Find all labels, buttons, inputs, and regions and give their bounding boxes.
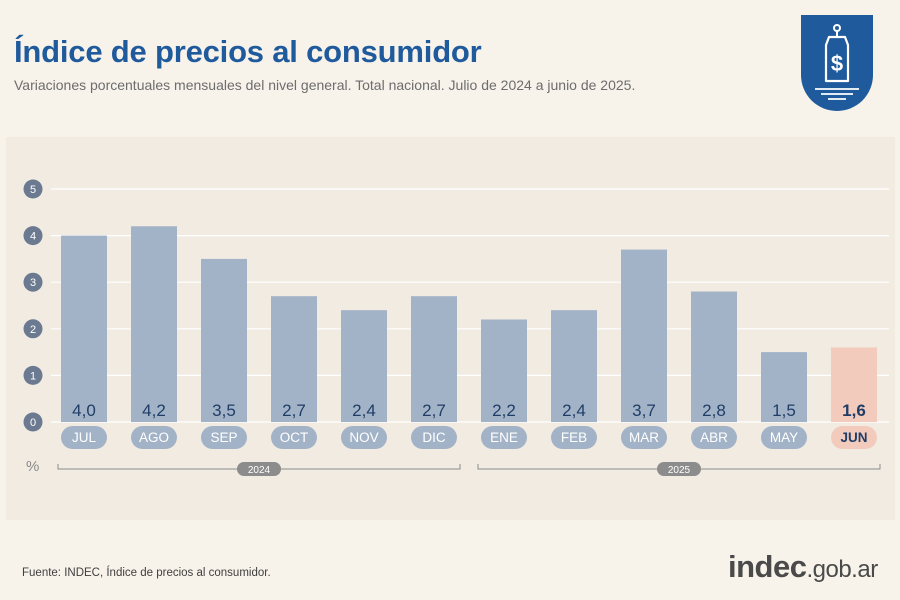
bar-value-label: 3,7	[632, 401, 656, 420]
month-pill	[271, 426, 317, 449]
bar-value-label: 2,2	[492, 401, 516, 420]
bar	[481, 319, 527, 422]
x-tick-label: NOV	[349, 430, 378, 445]
month-pill	[831, 426, 877, 449]
bar-value-label: 1,6	[842, 401, 866, 420]
price-tag-dollar-icon: $	[801, 15, 873, 111]
year-label: 2024	[248, 465, 271, 476]
bar-value-label: 2,4	[352, 401, 376, 420]
x-tick-label: SEP	[210, 430, 237, 445]
x-tick-label: MAY	[770, 430, 798, 445]
bar	[621, 249, 667, 422]
source-note: Fuente: INDEC, Índice de precios al cons…	[22, 567, 271, 579]
bar-value-label: 4,0	[72, 401, 96, 420]
indec-brand-logo[interactable]: indec.gob.ar	[728, 549, 878, 585]
x-tick-label: DIC	[422, 430, 446, 445]
y-tick-badge	[23, 412, 43, 432]
x-tick-label: JUN	[840, 430, 867, 445]
x-tick-label: AGO	[139, 430, 169, 445]
month-pill	[341, 426, 387, 449]
svg-text:$: $	[831, 51, 843, 76]
y-tick-badge	[23, 179, 43, 199]
year-badge	[657, 462, 701, 476]
y-tick-badge	[23, 226, 43, 246]
bar	[761, 352, 807, 422]
bar-value-label: 3,5	[212, 401, 236, 420]
bar	[201, 258, 247, 422]
y-tick-label: 5	[30, 184, 36, 196]
bar	[61, 235, 107, 422]
bar-value-label: 1,5	[772, 401, 796, 420]
x-tick-label: ENE	[490, 430, 518, 445]
month-pill	[691, 426, 737, 449]
bar	[271, 296, 317, 422]
y-tick-label: 0	[30, 417, 36, 429]
bar-value-label: 2,7	[282, 401, 306, 420]
page-subtitle: Variaciones porcentuales mensuales del n…	[14, 77, 636, 93]
bar-value-label: 2,7	[422, 401, 446, 420]
bar-value-label: 2,4	[562, 401, 586, 420]
month-pill	[761, 426, 807, 449]
bar	[411, 296, 457, 422]
bar-value-label: 4,2	[142, 401, 166, 420]
x-tick-label: MAR	[629, 430, 659, 445]
x-tick-label: OCT	[280, 430, 309, 445]
month-pill	[201, 426, 247, 449]
x-tick-label: ABR	[700, 430, 728, 445]
month-pill	[131, 426, 177, 449]
month-pill	[551, 426, 597, 449]
y-tick-badge	[23, 365, 43, 385]
y-tick-badge	[23, 272, 43, 292]
page-title: Índice de precios al consumidor	[14, 34, 482, 69]
x-tick-label: JUL	[72, 430, 96, 445]
y-tick-label: 2	[30, 324, 36, 336]
bar	[831, 347, 877, 422]
y-tick-label: 3	[30, 277, 36, 289]
bar	[341, 310, 387, 422]
year-badge	[237, 462, 281, 476]
y-axis-unit-label: %	[26, 458, 39, 475]
y-tick-badge	[23, 319, 43, 339]
month-pill	[481, 426, 527, 449]
bar	[691, 291, 737, 422]
month-pill	[411, 426, 457, 449]
year-label: 2025	[668, 465, 691, 476]
y-tick-label: 4	[30, 231, 36, 243]
brand-suffix-text: .gob.ar	[806, 556, 878, 583]
bar-value-label: 2,8	[702, 401, 726, 420]
y-tick-label: 1	[30, 370, 36, 382]
x-tick-label: FEB	[561, 430, 587, 445]
month-pill	[61, 426, 107, 449]
brand-main-text: indec	[728, 549, 807, 584]
bar	[551, 310, 597, 422]
month-pill	[621, 426, 667, 449]
bar	[131, 226, 177, 422]
chart-panel: 0 1 2 3 4 5% 4,0 JUL 4,2 AGO 3,5 SEP 2,7 OCT 2,4 NOV 2,7…	[6, 137, 895, 520]
cpi-bar-chart: 0 1 2 3 4 5% 4,0 JUL 4,2 AGO 3,5 SEP 2,7 OCT 2,4 NOV 2,7…	[23, 179, 889, 476]
